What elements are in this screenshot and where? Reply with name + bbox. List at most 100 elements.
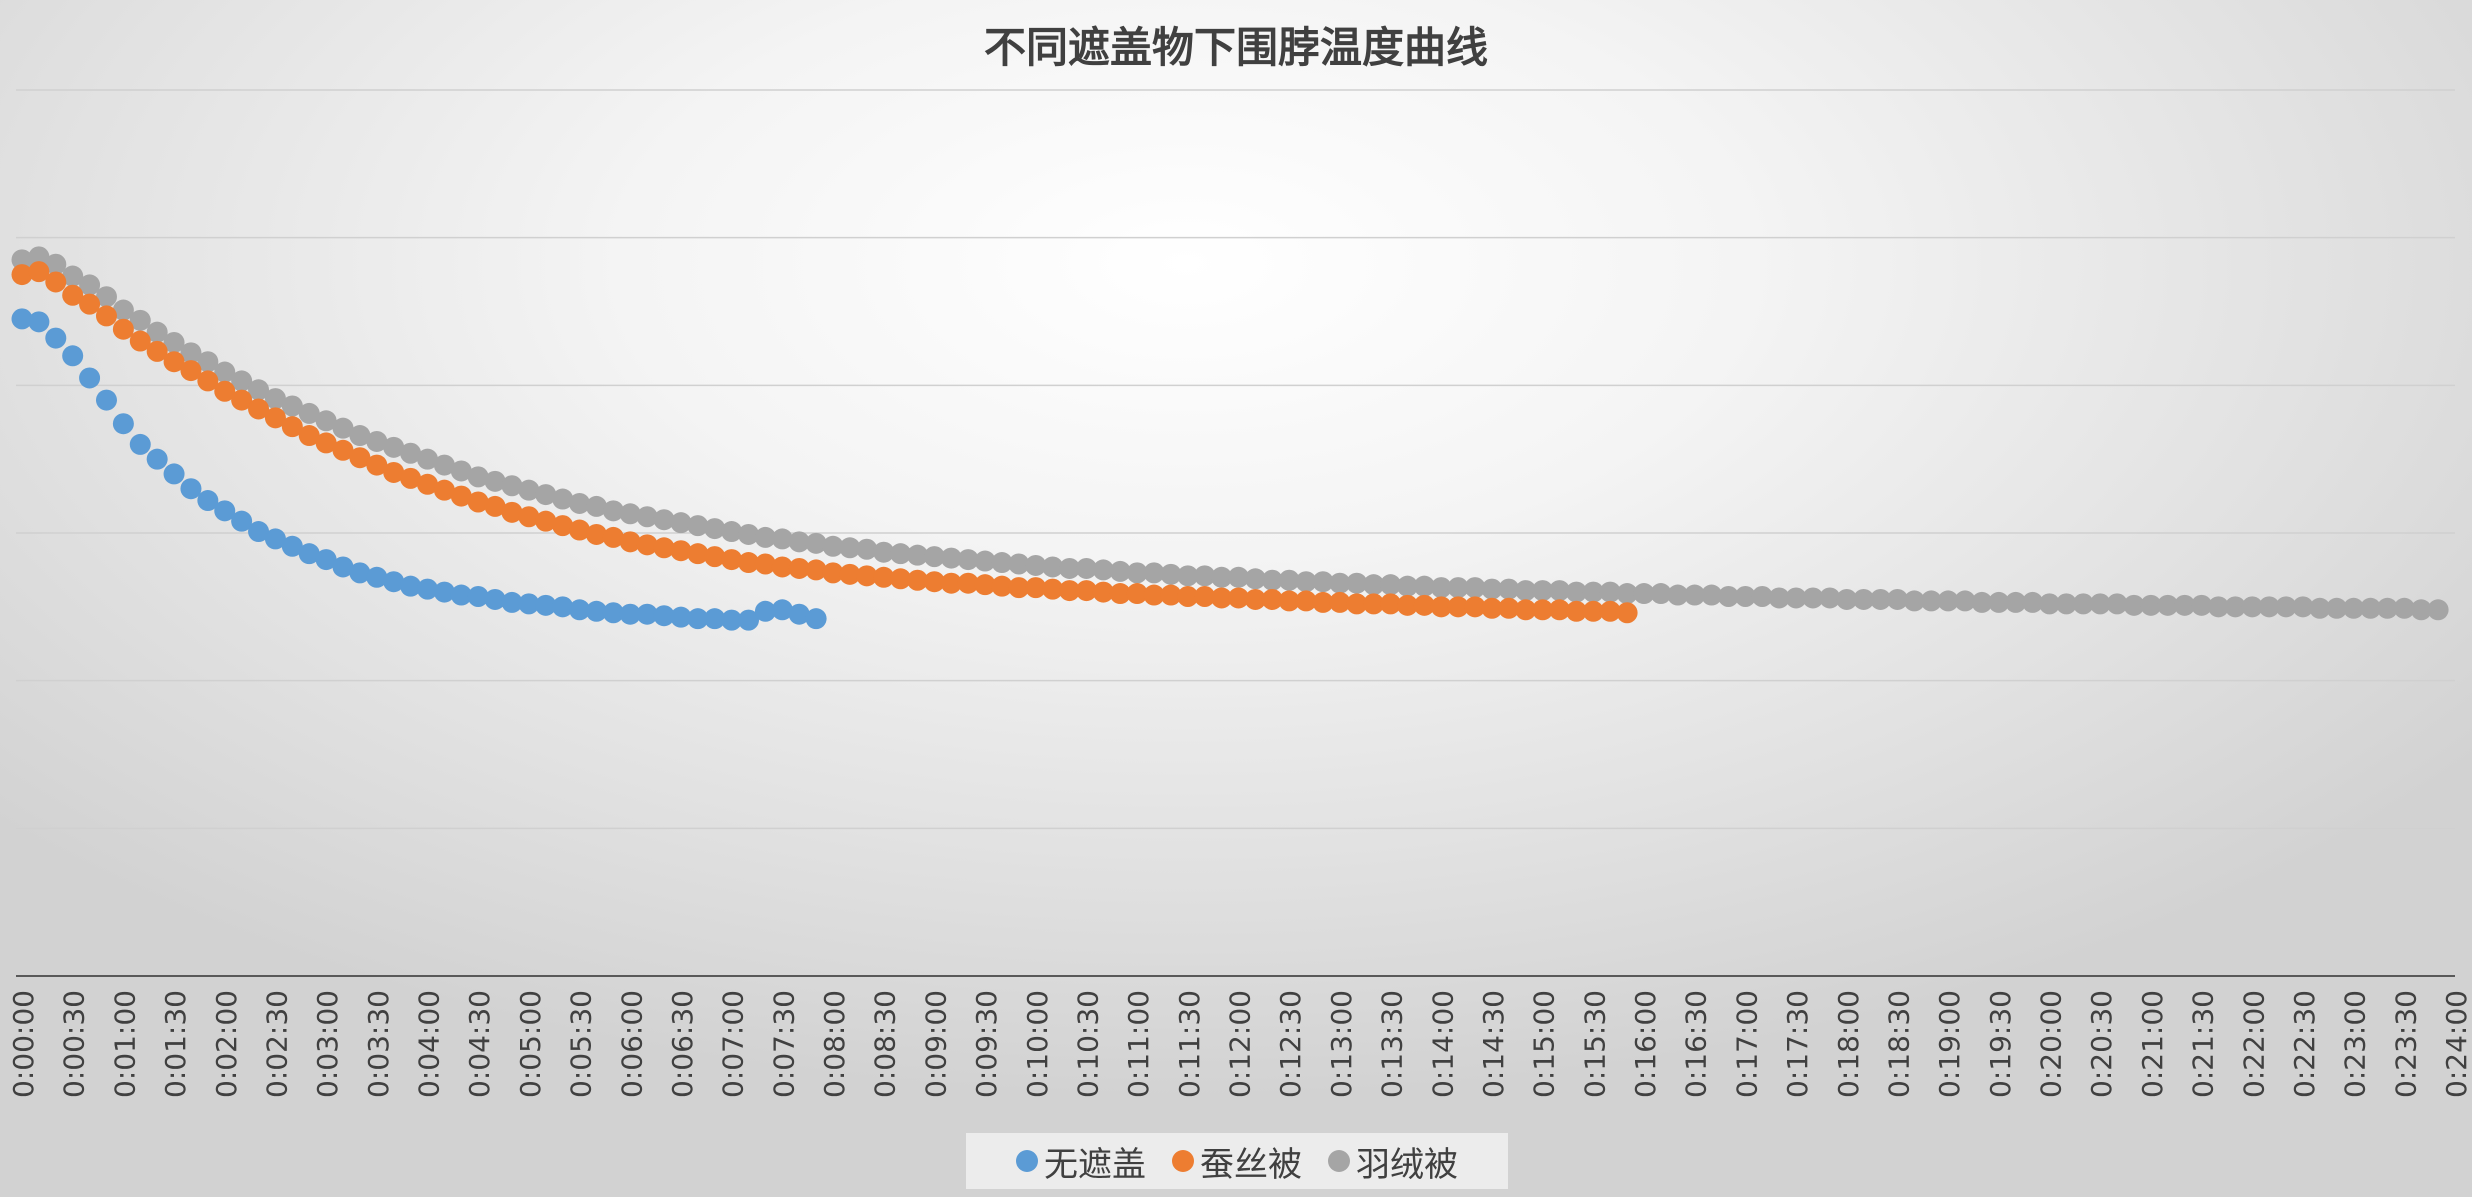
data-point (890, 568, 912, 590)
data-point (957, 549, 979, 571)
data-point (2039, 593, 2060, 615)
data-point (738, 552, 760, 574)
data-point (1278, 590, 1300, 612)
data-point (332, 439, 354, 461)
data-point (856, 565, 878, 587)
data-point (1768, 587, 1790, 609)
legend-swatch-series-0 (1016, 1150, 1038, 1172)
data-point (1819, 587, 1841, 609)
data-point (1667, 584, 1689, 606)
x-tick-label: 0:09:00 (919, 990, 952, 1098)
data-point (1329, 572, 1351, 594)
data-point (79, 367, 101, 389)
data-point (1143, 562, 1165, 584)
data-point (974, 574, 996, 596)
data-point (231, 389, 253, 411)
data-point (315, 410, 337, 432)
data-point (569, 519, 591, 541)
data-point (1312, 591, 1334, 613)
data-point (856, 538, 878, 560)
data-point (2140, 594, 2162, 616)
legend-entry-series-2: 羽绒被 (1328, 1137, 1458, 1186)
data-point (569, 599, 591, 621)
x-tick-label: 0:16:00 (1629, 990, 1662, 1098)
data-point (518, 506, 540, 528)
data-point (1532, 580, 1554, 602)
data-point (1751, 585, 1773, 607)
data-point (2360, 597, 2382, 619)
x-axis: 0:00:00 0:00:30 0:01:00 0:01:30 0:02:00 0:02:… (7, 975, 2472, 1098)
data-point (79, 274, 101, 296)
x-tick-label: 0:21:00 (2136, 990, 2169, 1098)
data-point (1971, 591, 1993, 613)
data-point (1954, 590, 1976, 612)
data-point (1177, 585, 1199, 607)
data-point (1565, 581, 1587, 603)
data-point (1549, 599, 1571, 621)
data-point (417, 448, 438, 470)
data-point (535, 510, 557, 532)
data-point (2343, 597, 2365, 619)
legend-entry-series-1: 蚕丝被 (1172, 1137, 1302, 1186)
series-2 (11, 246, 2449, 621)
data-point (501, 501, 523, 523)
data-point (2309, 597, 2331, 619)
data-point (687, 515, 709, 537)
x-tick-label: 0:09:30 (970, 990, 1003, 1098)
x-tick-label: 0:13:00 (1325, 990, 1358, 1098)
x-tick-label: 0:21:30 (2187, 990, 2220, 1098)
data-point (1363, 593, 1385, 615)
data-point (653, 537, 675, 559)
x-tick-label: 0:00:00 (7, 990, 40, 1098)
data-point (2055, 593, 2077, 615)
x-tick-label: 0:14:00 (1426, 990, 1459, 1098)
series-1 (11, 261, 1638, 624)
data-point (636, 534, 658, 556)
data-point (1244, 568, 1266, 590)
data-point (569, 492, 591, 514)
data-point (704, 546, 726, 568)
x-tick-label: 0:05:00 (514, 990, 547, 1098)
data-point (1075, 580, 1097, 602)
data-point (1903, 590, 1925, 612)
data-point (28, 246, 50, 268)
data-point (180, 478, 202, 500)
x-tick-label: 0:07:00 (717, 990, 750, 1098)
x-tick-label: 0:02:30 (260, 990, 293, 1098)
x-tick-label: 0:08:30 (869, 990, 902, 1098)
x-tick-label: 0:11:00 (1122, 990, 1155, 1098)
data-point (1109, 583, 1131, 605)
data-point (484, 588, 506, 610)
data-point (281, 395, 303, 417)
data-point (771, 599, 793, 621)
data-point (822, 562, 844, 584)
data-point (112, 299, 134, 321)
data-point (95, 305, 117, 327)
x-tick-label: 0:06:30 (666, 990, 699, 1098)
data-point (974, 550, 996, 572)
data-point (2089, 593, 2111, 615)
data-point (1870, 588, 1892, 610)
data-point (450, 485, 472, 507)
data-point (1785, 587, 1807, 609)
data-point (957, 572, 979, 594)
data-point (2005, 591, 2027, 613)
data-point (1042, 556, 1064, 578)
data-point (602, 602, 624, 624)
data-point (1396, 594, 1418, 616)
data-point (400, 467, 422, 489)
data-point (1244, 588, 1266, 610)
data-point (552, 488, 574, 510)
x-tick-label: 0:23:00 (2339, 990, 2372, 1098)
data-point (2123, 594, 2145, 616)
data-point (1092, 581, 1114, 603)
data-point (2241, 596, 2263, 618)
x-tick-label: 0:19:30 (1984, 990, 2017, 1098)
data-point (1261, 588, 1283, 610)
data-point (163, 463, 185, 485)
data-point (1886, 588, 1908, 610)
data-point (890, 543, 912, 565)
x-tick-label: 0:07:30 (767, 990, 800, 1098)
data-point (2207, 596, 2229, 618)
data-point (1988, 591, 2010, 613)
